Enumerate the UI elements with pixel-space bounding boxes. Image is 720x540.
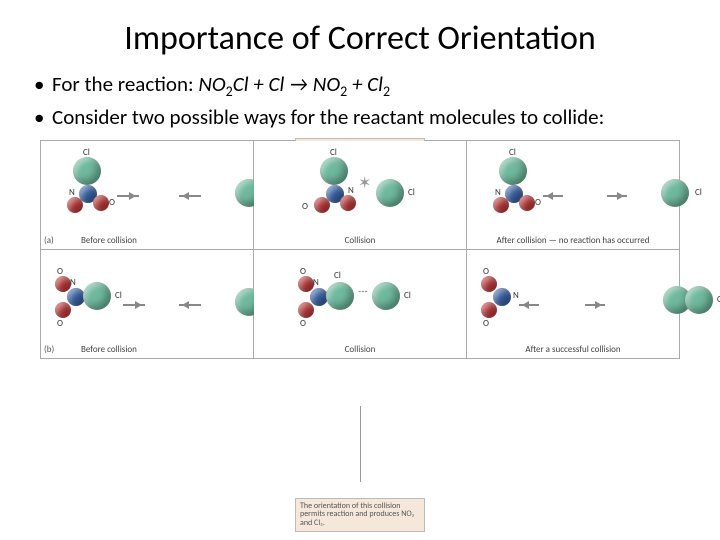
cell-b-collision: O O N Cl ┄ Cl Collision — [254, 250, 467, 358]
row-b: O N O Cl Cl (b) Before collision — [41, 250, 679, 358]
arrow-right — [123, 304, 145, 306]
arrow-left — [179, 195, 201, 197]
atom-o — [93, 195, 109, 211]
cell-b-after: O N O Cl After a successful collision — [467, 250, 679, 358]
arrow-left — [519, 304, 539, 306]
atom-cl — [73, 157, 101, 185]
atom-o — [67, 197, 83, 213]
arrow-left — [543, 195, 563, 197]
note-bottom: The orientation of this collision permit… — [295, 498, 425, 532]
collision-diagram: Cl N O Cl (a) Before collision Cl — [40, 140, 680, 359]
tag-b: (b) — [44, 344, 54, 355]
caption: Before collision — [81, 235, 137, 246]
page-title: Importance of Correct Orientation — [0, 0, 720, 65]
impact-flash: ✶ — [358, 173, 371, 193]
bullet-1: • For the reaction: NO2Cl + Cl → NO2 + C… — [34, 71, 686, 100]
b1-prefix: For the reaction: — [52, 71, 198, 97]
cell-a-collision: Cl O N ✶ Cl Collision — [254, 141, 467, 249]
impact-flash: ┄ — [358, 282, 368, 302]
arrow-left — [179, 304, 201, 306]
caption: Before collision — [81, 344, 137, 355]
body-text: • For the reaction: NO2Cl + Cl → NO2 + C… — [0, 65, 720, 136]
bullet-2: • Consider two possible ways for the rea… — [34, 104, 686, 130]
caption: Collision — [254, 344, 466, 355]
arrow-right — [607, 195, 627, 197]
cell-a-before: Cl N O Cl (a) Before collision — [41, 141, 254, 249]
caption: Collision — [254, 235, 466, 246]
caption: After a successful collision — [467, 344, 679, 355]
connector-bottom — [360, 406, 361, 482]
tag-a: (a) — [44, 235, 54, 246]
arrow-right — [585, 304, 605, 306]
cell-a-after: Cl N O Cl After collision — no reaction … — [467, 141, 679, 249]
row-a: Cl N O Cl (a) Before collision Cl — [41, 141, 679, 250]
cell-b-before: O N O Cl Cl (b) Before collision — [41, 250, 254, 358]
arrow-right — [117, 195, 139, 197]
caption: After collision — no reaction has occurr… — [467, 235, 679, 246]
